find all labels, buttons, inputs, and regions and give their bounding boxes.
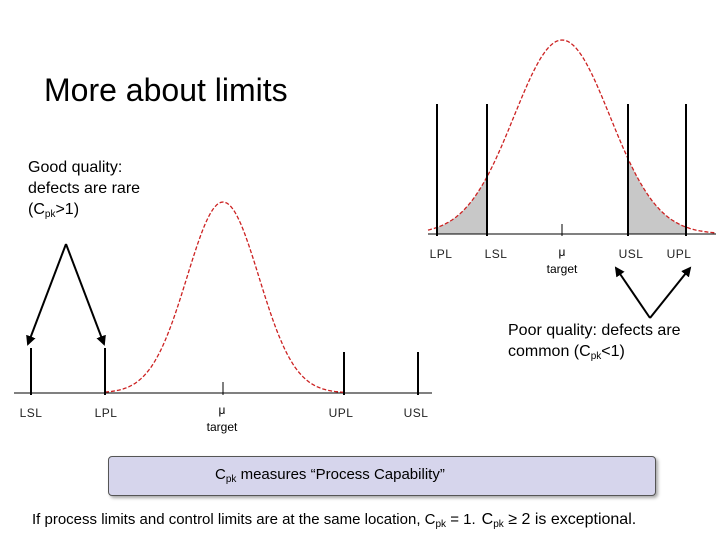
bottom-label-upl: UPL (328, 406, 354, 420)
poor-note-sub: pk (590, 351, 602, 362)
bottom-label-lsl: LSL (19, 406, 43, 420)
cpk-callout-sub: pk (225, 474, 237, 485)
good-arrow-left (26, 243, 67, 346)
footer-sub1: pk (435, 519, 447, 530)
footer-part2: C (481, 511, 494, 528)
cpk-callout-box (108, 456, 656, 496)
bottom-label-mu: μ (218, 403, 226, 417)
poor-note-prefix: common (C (508, 343, 591, 360)
good-quality-note: Good quality: defects are rare (Cpk>1) (28, 157, 140, 225)
bottom-label-usl: USL (403, 406, 429, 420)
footer-sub2: pk (493, 519, 504, 530)
footer-exceptional: Cpk ≥ 2 is exceptional. (481, 511, 637, 530)
good-arrow-right (65, 243, 106, 346)
good-note-prefix: (C (28, 201, 45, 218)
cpk-callout-text: Cpk measures “Process Capability” (215, 466, 445, 485)
top-bell-curve (427, 39, 717, 234)
cpk-callout-prefix: C (215, 466, 226, 483)
top-label-lpl: LPL (429, 247, 453, 261)
cpk-callout-body: measures “Process Capability” (236, 466, 445, 483)
poor-arrow-left (614, 266, 651, 319)
top-label-mu: μ (558, 245, 566, 259)
slide-title: More about limits (44, 72, 288, 108)
poor-note-line2: common (Cpk<1) (508, 341, 681, 367)
bottom-label-lpl: LPL (94, 406, 118, 420)
bottom-distribution (14, 201, 432, 395)
poor-quality-note: Poor quality: defects are common (Cpk<1) (508, 320, 681, 367)
top-label-upl: UPL (666, 247, 692, 261)
bottom-label-target: target (206, 420, 238, 434)
good-note-sub: pk (44, 209, 56, 220)
poor-arrow-right (649, 266, 692, 319)
bottom-bell-curve (104, 201, 344, 393)
good-note-line2: defects are rare (28, 180, 141, 197)
good-note-suffix: >1) (55, 201, 80, 218)
poor-note-suffix: <1) (601, 343, 625, 360)
top-left-tail-shading (437, 176, 487, 234)
top-right-tail-shading (628, 158, 686, 234)
good-note-line3: (Cpk>1) (28, 199, 140, 225)
good-note-line1: Good quality: (28, 159, 123, 176)
top-distribution (427, 39, 717, 236)
footer-part2-end: ≥ 2 is exceptional. (503, 511, 637, 528)
footer-part1-end: = 1. (446, 511, 476, 528)
top-label-target: target (546, 262, 578, 276)
top-label-usl: USL (618, 247, 644, 261)
poor-note-line1: Poor quality: defects are (508, 322, 681, 339)
top-label-lsl: LSL (484, 247, 508, 261)
footer-note: If process limits and control limits are… (32, 511, 636, 530)
footer-part1: If process limits and control limits are… (32, 511, 436, 528)
